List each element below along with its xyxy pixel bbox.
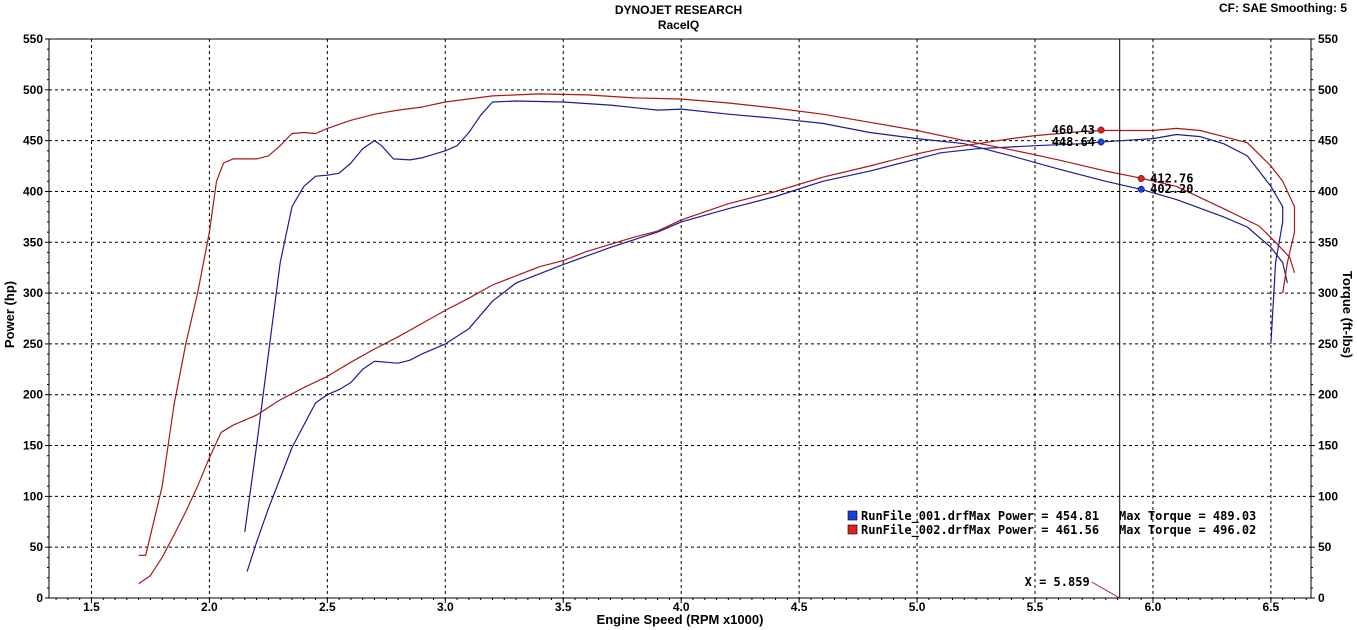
x-tick-label: 6.5 [1263,600,1280,614]
y-tick-label-left: 150 [23,439,43,453]
chart-title: DYNOJET RESEARCH [614,3,743,17]
value-marker [1137,175,1145,182]
y-axis-label-left: Power (hp) [2,281,17,348]
x-tick-label: 1.5 [83,600,100,614]
marker-value-label: 448.64 [1052,135,1095,149]
y-axis-label-right: Torque (ft-lbs) [1340,271,1355,358]
y-tick-label-left: 400 [23,184,43,198]
y-tick-label-right: 400 [1318,184,1338,198]
x-tick-label: 4.0 [673,600,690,614]
x-tick-label: 3.5 [555,600,572,614]
y-tick-label-left: 50 [30,540,44,554]
marker-value-label: 460.43 [1052,123,1095,137]
y-tick-label-right: 250 [1318,337,1338,351]
legend-max-torque: Max Torque = 489.03 [1119,509,1256,523]
y-tick-label-left: 250 [23,337,43,351]
legend-swatch [847,510,858,521]
x-axis-label: Engine Speed (RPM x1000) [597,612,764,627]
y-tick-label-right: 100 [1318,489,1338,503]
cursor-pointer-line [1091,581,1120,599]
x-tick-label: 4.5 [791,600,808,614]
x-tick-label: 2.5 [319,600,336,614]
plot-border [48,38,1312,599]
series-line-power-runfile-002-drf [138,127,1296,585]
y-tick-label-right: 450 [1318,134,1338,148]
x-tick-label: 2.0 [201,600,218,614]
x-tick-label: 5.0 [909,600,926,614]
y-tick-label-right: 300 [1318,286,1338,300]
legend-file-name: RunFile_002.drf [861,523,969,538]
x-tick-label: 5.5 [1027,600,1044,614]
y-tick-label-left: 550 [23,32,43,46]
x-tick-label: 6.0 [1145,600,1162,614]
y-tick-label-left: 500 [23,83,43,97]
marker-value-label: 412.76 [1150,171,1193,185]
correction-factor-label: CF: SAE Smoothing: 5 [1219,1,1347,15]
y-tick-label-left: 300 [23,286,43,300]
y-tick-label-left: 100 [23,489,43,503]
legend-max-torque: Max Torque = 496.02 [1119,523,1256,537]
value-marker [1097,126,1105,134]
y-tick-label-right: 200 [1318,388,1338,402]
y-tick-label-right: 500 [1318,83,1338,97]
chart-subtitle: RaceIQ [657,18,700,32]
value-marker [1137,185,1145,193]
legend-max-power: Max Power = 454.81 [969,509,1099,523]
legend-file-name: RunFile_001.drf [861,509,969,524]
y-tick-label-right: 50 [1318,540,1332,554]
y-tick-label-left: 350 [23,235,43,249]
cursor-value-label: X = 5.859 [1025,575,1090,589]
legend-max-power: Max Power = 461.56 [969,523,1099,537]
y-tick-label-right: 0 [1318,591,1325,605]
series-line-power-runfile-001-drf [246,133,1284,572]
y-tick-label-left: 450 [23,134,43,148]
y-tick-label-left: 0 [36,591,43,605]
marker-value-label: 402.20 [1150,182,1193,196]
y-tick-label-left: 200 [23,388,43,402]
x-tick-label: 3.0 [437,600,454,614]
series-line-torque-runfile-001-drf [244,100,1288,532]
y-tick-label-right: 150 [1318,439,1338,453]
value-marker [1097,138,1105,146]
y-tick-label-right: 550 [1318,32,1338,46]
legend-swatch [847,524,858,535]
y-tick-label-right: 350 [1318,235,1338,249]
series-line-torque-runfile-002-drf [138,93,1296,556]
